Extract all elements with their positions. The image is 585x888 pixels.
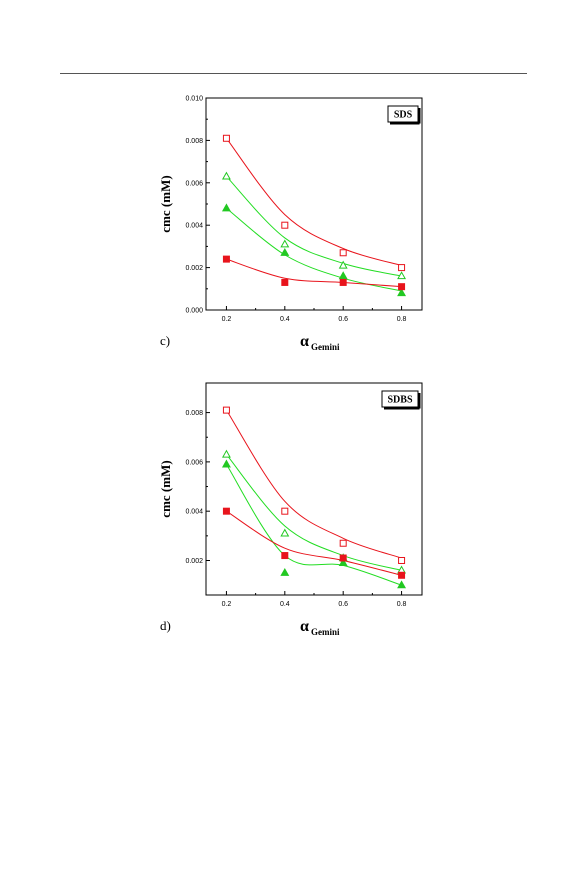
x-axis-label-subscript: Gemini (311, 342, 340, 352)
y-axis-label: cmc (mM) (158, 460, 173, 517)
series-fit-line (226, 258, 402, 288)
data-point-open-square (339, 249, 347, 257)
x-tick-label: 0.6 (338, 316, 348, 323)
data-point-open-square (339, 539, 347, 547)
x-axis-label-subscript: Gemini (311, 627, 340, 637)
y-tick-label: 0.004 (185, 223, 203, 230)
x-tick-label: 0.6 (338, 601, 348, 608)
data-point-filled-triangle (397, 288, 407, 297)
y-tick-label: 0.002 (185, 558, 203, 565)
y-tick-label: 0.000 (185, 308, 203, 315)
x-tick-label: 0.8 (397, 316, 407, 323)
data-point-open-square (222, 134, 230, 142)
y-tick-label: 0.008 (185, 410, 203, 417)
chart-svg: 0.2 0.4 0.6 0.8 0.000 0.002 0.004 0.006 0.008 0.0… (158, 96, 423, 352)
panel-label-box: SDS (387, 105, 421, 125)
x-tick-label: 0.2 (222, 316, 232, 323)
y-tick-label: 0.006 (185, 459, 203, 466)
y-tick-label: 0.006 (185, 180, 203, 187)
series-fit-line (226, 464, 402, 586)
x-tick-label: 0.2 (222, 601, 232, 608)
y-tick-label: 0.010 (185, 96, 203, 103)
series-fit-line (226, 510, 402, 576)
data-point-filled-square (339, 278, 347, 286)
data-point-open-triangle (280, 528, 290, 537)
data-point-filled-square (222, 255, 230, 263)
data-point-open-square (281, 507, 289, 515)
y-tick-label: 0.008 (185, 138, 203, 145)
data-point-open-triangle (221, 449, 231, 458)
data-point-open-square (281, 221, 289, 229)
panel-label-text: SDBS (387, 395, 412, 406)
panel-label-frame (387, 105, 419, 123)
series-fit-line (226, 137, 402, 266)
header-rule (60, 73, 527, 74)
plot-frame (205, 382, 423, 596)
data-point-filled-triangle (221, 203, 231, 212)
data-point-filled-triangle (397, 580, 407, 589)
chart-svg: 0.2 0.4 0.6 0.8 0.002 0.004 0.006 0.008 SDBS cmc … (158, 382, 423, 637)
data-point-filled-triangle (280, 567, 290, 576)
series-fit-line (226, 454, 402, 571)
x-tick-label: 0.8 (397, 601, 407, 608)
plot-frame (205, 97, 423, 311)
x-axis-label: α (300, 333, 309, 350)
panel-letter: d) (160, 618, 171, 633)
data-point-filled-triangle (221, 459, 231, 468)
data-point-filled-triangle (280, 247, 290, 256)
y-tick-label: 0.004 (185, 509, 203, 516)
series-fit-line (226, 207, 402, 292)
chart-panel-c: 0.2 0.4 0.6 0.8 0.000 0.002 0.004 0.006 0.008 0.0… (150, 90, 450, 352)
data-point-open-triangle (280, 239, 290, 248)
y-axis-label: cmc (mM) (158, 175, 173, 232)
data-point-filled-triangle (338, 271, 348, 280)
data-point-open-triangle (397, 271, 407, 280)
data-point-filled-triangle (338, 558, 348, 567)
data-point-open-square (398, 264, 406, 272)
x-tick-label: 0.4 (280, 601, 290, 608)
y-tick-label: 0.002 (185, 265, 203, 272)
panel-label-frame (381, 390, 419, 408)
data-point-filled-square (281, 552, 289, 560)
data-point-filled-square (222, 507, 230, 515)
data-point-filled-square (398, 283, 406, 291)
data-point-open-triangle (221, 171, 231, 180)
x-tick-label: 0.4 (280, 316, 290, 323)
data-point-open-triangle (338, 260, 348, 269)
series-fit-line (226, 409, 402, 559)
x-axis-label: α (300, 618, 309, 635)
panel-letter: c) (160, 333, 170, 348)
data-point-open-square (222, 406, 230, 414)
data-point-filled-square (398, 571, 406, 579)
panel-label-box: SDBS (381, 390, 421, 410)
chart-panel-d: 0.2 0.4 0.6 0.8 0.002 0.004 0.006 0.008 SDBS cmc … (150, 375, 450, 637)
data-point-open-square (398, 556, 406, 564)
panel-label-text: SDS (394, 110, 413, 121)
data-point-filled-square (281, 278, 289, 286)
series-fit-line (226, 176, 402, 277)
data-point-filled-square (339, 554, 347, 562)
